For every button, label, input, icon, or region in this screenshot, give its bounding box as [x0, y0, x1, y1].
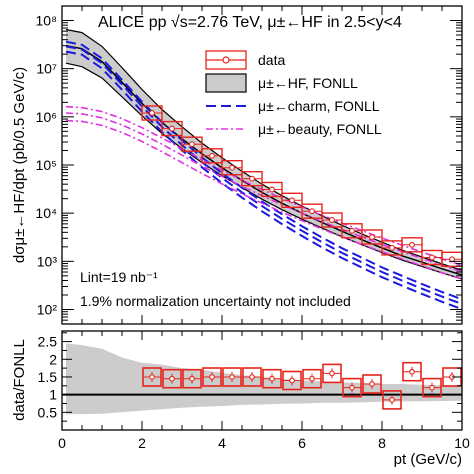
ratio-point [249, 374, 255, 380]
ratio-point [169, 375, 175, 382]
x-tick-label: 10 [454, 435, 470, 451]
x-tick-label: 8 [378, 435, 386, 451]
main-y-tick-label: 10⁷ [36, 61, 57, 77]
data-point [309, 208, 315, 215]
ratio-point [389, 397, 395, 403]
ratio-band [62, 343, 462, 415]
normalization-note: 1.9% normalization uncertainty not inclu… [80, 293, 351, 309]
main-y-tick-label: 10⁵ [36, 157, 57, 173]
x-axis-title: pt (GeV/c) [394, 451, 462, 468]
ratio-point [189, 375, 195, 382]
theory-curves [65, 28, 462, 311]
main-axis-ticks [61, 5, 463, 325]
ratio-panel: 0.511.522.5 0 2 4 6 8 10 data/FONLL pt (GeV/c… [11, 330, 470, 468]
ratio-point [209, 374, 215, 380]
legend-swatch-hf [205, 73, 247, 93]
luminosity-label: Lint=19 nb⁻¹ [80, 269, 158, 285]
data-point [329, 217, 335, 223]
main-y-tick-label: 10⁶ [36, 109, 57, 125]
x-tick-label: 0 [58, 435, 66, 451]
legend-item-data: data [205, 50, 285, 70]
legend-swatch-data-marker [222, 56, 230, 64]
charm-fonll-line-0 [65, 50, 462, 311]
data-point [169, 125, 175, 132]
ratio-point [149, 374, 155, 380]
data-point [249, 175, 255, 182]
ratio-point [329, 370, 335, 377]
legend-item-beauty: μ±←beauty, FONLL [206, 121, 382, 137]
data-points [141, 105, 463, 268]
data-point [369, 234, 375, 240]
main-title: ALICE pp √s=2.76 TeV, μ±←HF in 2.5<y<4 [98, 14, 402, 31]
data-point [189, 141, 195, 148]
ratio-y-tick-label: 0.5 [38, 404, 58, 420]
ratio-point [289, 377, 295, 384]
data-point [429, 254, 435, 261]
ratio-point [369, 381, 375, 387]
data-point [149, 110, 155, 116]
ratio-y-tick-label: 1 [49, 387, 57, 403]
legend-label-hf: μ±←HF, FONLL [258, 75, 358, 91]
charm-fonll-line-2 [65, 40, 462, 301]
hf-fonll-band-lower [65, 62, 462, 280]
main-y-tick-labels: 10² 10³ 10⁴ 10⁵ 10⁶ 10⁷ 10⁸ [35, 13, 57, 318]
data-point [389, 244, 395, 251]
ratio-point [349, 384, 355, 391]
main-y-axis-title: dσμ±←HF/dpt (pb/0.5 GeV/c) [11, 67, 28, 263]
ratio-y-tick-label: 2.5 [38, 334, 58, 350]
ratio-y-tick-label: 1.5 [38, 369, 58, 385]
main-y-tick-label: 10⁸ [36, 13, 58, 29]
legend: data μ±←HF, FONLL μ±←charm, FONLL μ±←bea… [205, 50, 382, 137]
main-y-tick-label: 10³ [37, 253, 58, 269]
legend-item-hf: μ±←HF, FONLL [205, 73, 358, 93]
data-point [409, 241, 415, 248]
legend-label-data: data [258, 52, 285, 68]
ratio-points [142, 361, 462, 410]
main-y-tick-label: 10⁴ [35, 205, 57, 221]
ratio-y-tick-labels: 0.51 1.5 22.5 [38, 334, 58, 421]
hf-fonll-band [66, 29, 462, 279]
ratio-y-tick-label: 2 [49, 351, 57, 367]
ratio-point [309, 375, 315, 382]
data-point [209, 152, 215, 159]
charm-fonll-line-1 [65, 45, 462, 305]
legend-item-charm: μ±←charm, FONLL [206, 98, 380, 114]
x-tick-label: 6 [298, 435, 306, 451]
beauty-fonll-line-0 [65, 119, 462, 280]
legend-label-beauty: μ±←beauty, FONLL [258, 121, 382, 137]
data-point [289, 197, 295, 204]
ratio-axis-ticks [61, 331, 463, 430]
data-point [269, 186, 275, 193]
ratio-point [269, 375, 275, 382]
ratio-point [229, 374, 235, 380]
x-tick-labels: 0 2 4 6 8 10 [58, 435, 470, 451]
data-point [349, 227, 355, 234]
legend-label-charm: μ±←charm, FONLL [258, 98, 380, 114]
data-point [229, 164, 235, 171]
ratio-y-axis-title: data/FONLL [11, 339, 28, 421]
main-y-tick-label: 10² [37, 302, 58, 318]
main-panel: 10² 10³ 10⁴ 10⁵ 10⁶ 10⁷ 10⁸ ALICE pp √s=2.76 T… [11, 5, 463, 325]
x-tick-label: 2 [138, 435, 146, 451]
ratio-point [429, 384, 435, 391]
ratio-point [409, 368, 415, 375]
x-tick-label: 4 [218, 435, 226, 451]
